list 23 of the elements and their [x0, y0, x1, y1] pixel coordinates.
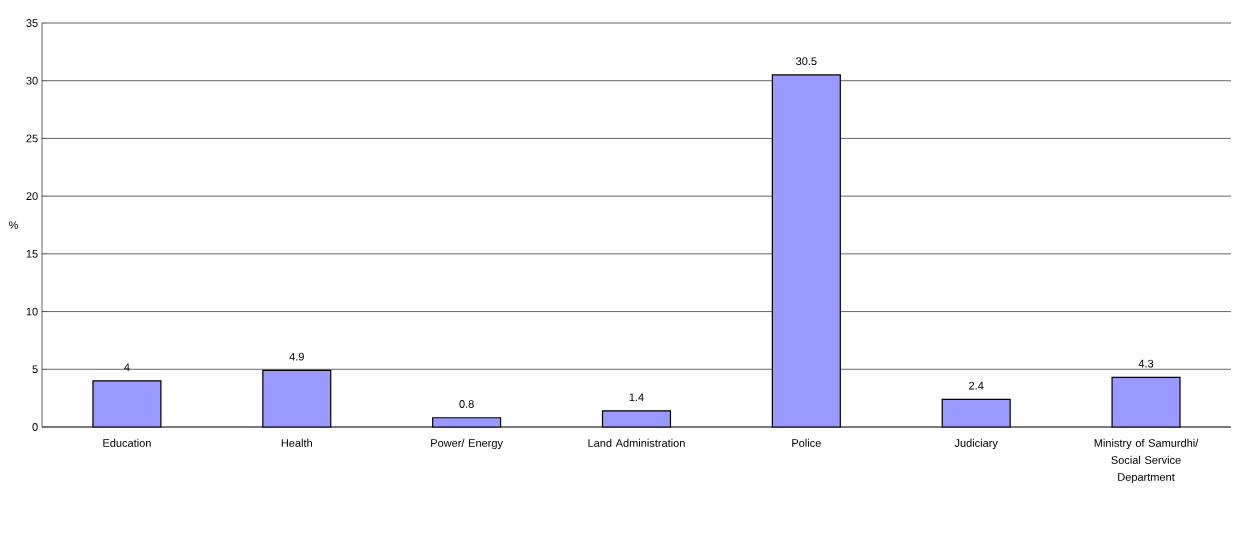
data-label: 4.9 — [289, 352, 304, 361]
x-tick-label: Ministry of Samurdhi/ Social Service Department — [1094, 438, 1199, 484]
x-tick-label: Education — [103, 438, 151, 447]
data-label: 4 — [124, 363, 130, 371]
x-tick-label: Police — [792, 438, 821, 447]
x-tick-label: Power/ Energy — [431, 438, 503, 450]
y-axis-title: % — [8, 221, 18, 229]
x-tick-label: Health — [281, 438, 312, 447]
data-label: 1.4 — [629, 393, 644, 401]
y-tick-label: 20 — [26, 192, 38, 201]
data-label: 4.3 — [1138, 359, 1154, 368]
y-tick-label: 10 — [26, 307, 38, 316]
x-tick-label: Judiciary — [954, 438, 998, 450]
x-tick-label: Land Administration — [588, 438, 685, 447]
y-tick-label: 30 — [26, 76, 38, 85]
y-tick-label: 5 — [32, 365, 38, 374]
y-tick-label: 25 — [26, 134, 38, 143]
data-label: 30.5 — [796, 57, 817, 66]
y-tick-label: 0 — [32, 423, 38, 431]
data-label: 0.8 — [459, 400, 474, 408]
data-label: 2.4 — [969, 381, 984, 390]
y-tick-label: 15 — [26, 250, 38, 258]
y-tick-label: 35 — [26, 19, 38, 27]
